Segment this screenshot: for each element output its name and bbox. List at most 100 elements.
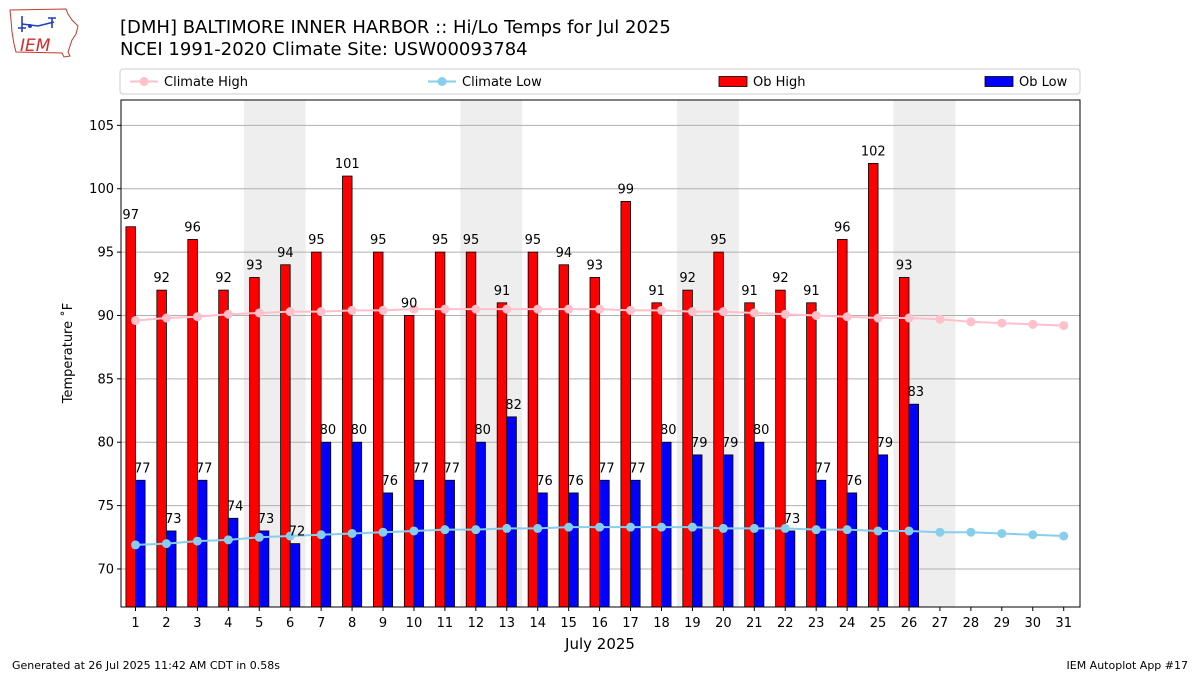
climate-high-point	[873, 313, 883, 323]
climate-low-point	[904, 526, 914, 536]
plot-frame	[120, 99, 1081, 608]
climate-high-point	[1028, 319, 1038, 329]
climate-low-point	[502, 523, 512, 533]
climate-low-point	[1028, 530, 1038, 540]
x-tick-label: 21	[746, 616, 763, 631]
y-tick-label: 80	[97, 436, 114, 451]
climate-low-point	[780, 523, 790, 533]
ob-high-label: 102	[861, 144, 886, 159]
climate-low-point	[656, 522, 666, 532]
climate-high-point	[842, 312, 852, 322]
y-tick-label: 95	[97, 246, 114, 261]
ob-low-bar	[289, 543, 301, 608]
x-tick-label: 10	[406, 616, 423, 631]
x-tick-label: 2	[162, 616, 170, 631]
ob-low-label: 76	[536, 474, 553, 489]
ob-high-label: 95	[525, 233, 542, 248]
climate-low-point	[749, 523, 759, 533]
legend-ob-low-label: Ob Low	[1019, 75, 1068, 90]
ob-low-label: 79	[877, 436, 894, 451]
ob-high-bar	[342, 175, 353, 608]
ob-low-bar	[227, 517, 239, 608]
ob-low-bar	[630, 479, 641, 608]
chart-subtitle: NCEI 1991-2020 Climate Site: USW00093784	[120, 39, 528, 60]
x-tick-label: 8	[348, 616, 356, 631]
ob-high-bar	[218, 289, 229, 608]
climate-low-point	[223, 535, 233, 545]
ob-high-label: 95	[370, 233, 387, 248]
climate-low-point	[811, 525, 821, 535]
bar-series	[125, 162, 920, 608]
ob-low-label: 77	[598, 461, 615, 476]
ob-high-label: 93	[246, 258, 263, 273]
climate-low-point	[440, 525, 450, 535]
ob-low-label: 76	[567, 474, 584, 489]
climate-lines	[131, 304, 1069, 550]
ob-high-bar	[775, 289, 786, 608]
x-tick-label: 5	[255, 616, 263, 631]
ob-high-bar	[156, 289, 167, 608]
climate-high-point	[409, 304, 419, 314]
y-tick-label: 75	[97, 499, 114, 514]
ob-high-bar	[373, 251, 384, 608]
ob-high-label: 91	[803, 284, 820, 299]
ob-high-label: 94	[277, 246, 294, 261]
ob-low-bar	[537, 492, 548, 608]
y-tick-label: 85	[97, 372, 114, 387]
ob-high-label: 93	[896, 258, 913, 273]
weather-station-icon	[18, 16, 56, 32]
climate-high-point	[718, 307, 728, 317]
climate-high-point	[223, 309, 233, 319]
ob-high-bar	[837, 239, 848, 608]
ob-high-label: 92	[679, 271, 696, 286]
climate-low-point	[842, 525, 852, 535]
ob-high-label: 97	[122, 208, 139, 223]
ob-low-label: 77	[443, 461, 460, 476]
x-tick-label: 11	[437, 616, 454, 631]
ob-low-label: 80	[320, 423, 337, 438]
climate-high-point	[254, 308, 264, 318]
ob-high-label: 95	[308, 233, 325, 248]
x-tick-label: 28	[963, 616, 980, 631]
ob-low-label: 73	[784, 512, 801, 527]
legend-climate-low-label: Climate Low	[462, 75, 542, 90]
x-tick-label: 7	[317, 616, 325, 631]
ob-high-label: 91	[648, 284, 665, 299]
ob-low-bar	[475, 441, 486, 608]
ob-low-label: 79	[691, 436, 708, 451]
climate-high-point	[966, 317, 976, 327]
y-tick-label: 100	[89, 182, 114, 197]
ob-high-bar	[806, 302, 817, 608]
x-tick-label: 24	[839, 616, 856, 631]
ob-low-label: 76	[846, 474, 863, 489]
ob-high-label: 99	[617, 182, 634, 197]
x-tick-label: 6	[286, 616, 294, 631]
climate-high-point	[161, 313, 171, 323]
ob-high-bar	[249, 277, 260, 608]
ob-low-label: 80	[660, 423, 677, 438]
ob-low-label: 77	[134, 461, 151, 476]
x-tick-label: 26	[901, 616, 918, 631]
ob-low-bar	[599, 479, 610, 608]
ob-low-label: 80	[474, 423, 491, 438]
climate-high-point	[502, 304, 512, 314]
station-dot-icon	[28, 24, 32, 28]
climate-low-point	[409, 526, 419, 536]
climate-high-point	[533, 304, 543, 314]
ob-high-label: 90	[401, 296, 418, 311]
climate-low-point	[131, 540, 140, 550]
ob-high-bar	[589, 277, 601, 608]
x-tick-label: 25	[870, 616, 887, 631]
ob-high-bar	[713, 251, 724, 608]
ob-low-bar	[444, 479, 455, 608]
legend-climate-high-marker	[139, 77, 149, 86]
ob-low-label: 77	[815, 461, 832, 476]
iem-logo: IEM	[9, 8, 79, 58]
climate-high-point	[749, 308, 759, 318]
climate-low-point	[997, 528, 1007, 538]
climate-high-point	[471, 304, 481, 314]
ob-low-bar	[908, 403, 920, 608]
climate-high-point	[656, 305, 666, 315]
x-tick-label: 16	[591, 616, 608, 631]
